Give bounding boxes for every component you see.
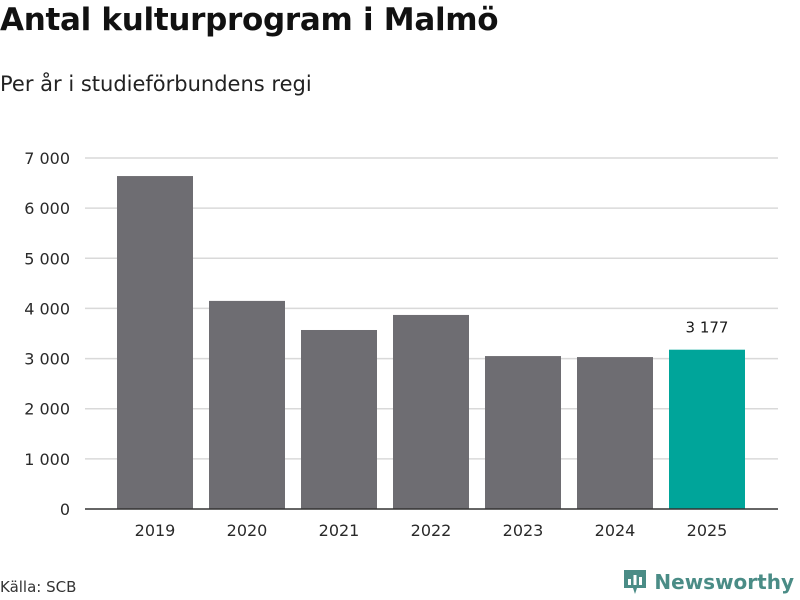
newsworthy-brand[interactable]: Newsworthy [622,568,794,596]
x-tick-label: 2025 [687,521,728,540]
bar-2023[interactable] [485,356,561,509]
bar-2024[interactable] [577,357,653,509]
y-tick-label: 1 000 [24,450,70,469]
bar-2020[interactable] [209,300,285,509]
bar-2025[interactable] [669,349,745,509]
newsworthy-logo-icon [624,570,647,594]
x-tick-label: 2019 [135,521,176,540]
chart-title: Antal kulturprogram i Malmö [0,2,499,38]
x-tick-label: 2020 [227,521,268,540]
bar-2021[interactable] [301,329,377,509]
data-labels: 3 177 [686,319,729,337]
y-tick-label: 6 000 [24,199,70,218]
data-label: 3 177 [686,319,729,337]
x-tick-label: 2024 [595,521,636,540]
source-note: Källa: SCB [0,578,77,596]
bar-2022[interactable] [393,314,469,509]
chart-subtitle: Per år i studieförbundens regi [0,72,312,96]
x-axis-tick-labels: 2019 2020 2021 2022 2023 2024 2025 [135,521,728,540]
brand-name: Newsworthy [654,570,794,594]
y-tick-label: 2 000 [24,400,70,419]
bars [117,176,745,509]
bar-2019[interactable] [117,176,193,509]
y-axis-tick-labels: 0 1 000 2 000 3 000 4 000 5 000 6 000 7 000 [24,149,70,519]
y-tick-label: 7 000 [24,149,70,168]
x-tick-label: 2021 [319,521,360,540]
x-tick-label: 2023 [503,521,544,540]
y-tick-label: 5 000 [24,249,70,268]
y-tick-label: 4 000 [24,299,70,318]
x-tick-label: 2022 [411,521,452,540]
y-tick-label: 0 [60,500,70,519]
y-tick-label: 3 000 [24,350,70,369]
